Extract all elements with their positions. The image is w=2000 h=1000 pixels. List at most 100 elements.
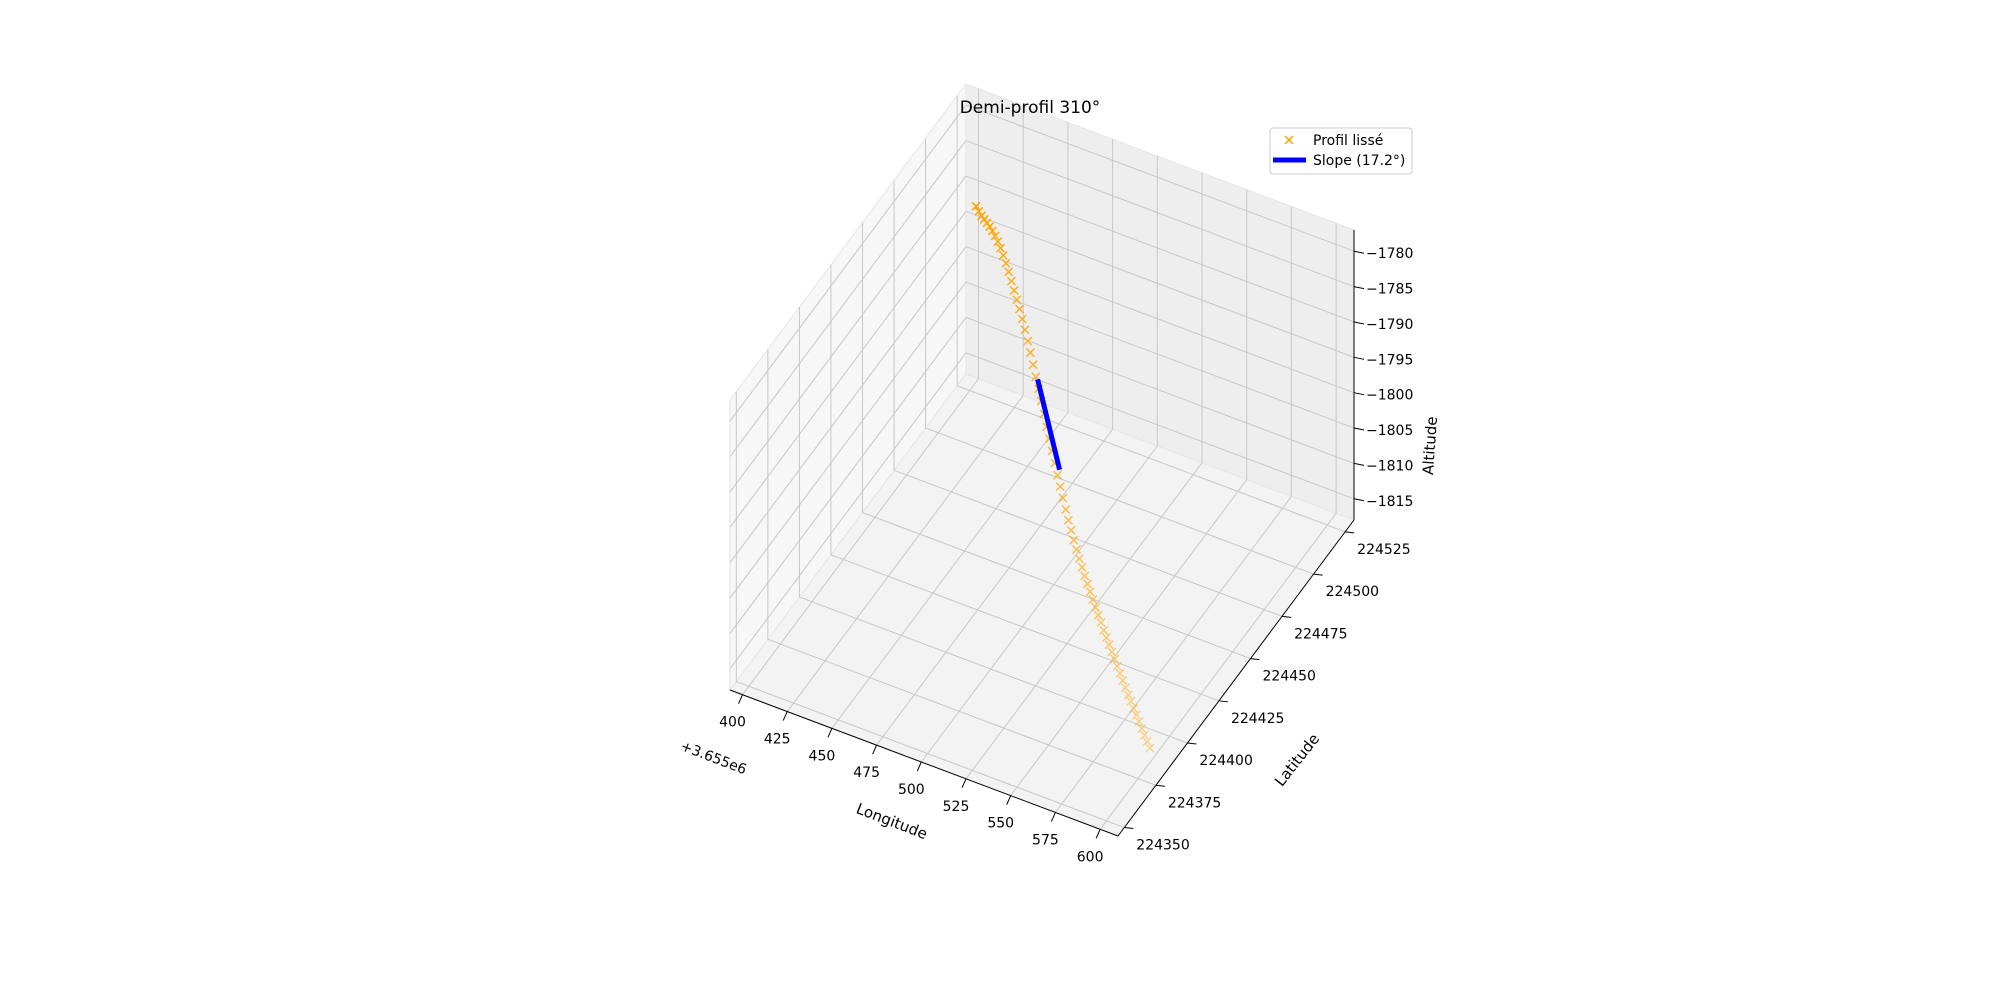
profil-point (1012, 295, 1022, 305)
grid-z-back (965, 281, 1355, 429)
z-tick (1353, 250, 1365, 254)
x-axis-label: Longitude (854, 800, 930, 844)
profil-point (1017, 314, 1027, 324)
x-tick-label: 575 (1032, 832, 1059, 848)
x-tick (961, 778, 967, 789)
z-tick-label: −1805 (1366, 423, 1413, 439)
profil-point (1004, 267, 1014, 277)
x-tick (738, 694, 743, 704)
x-tick-label: 400 (719, 715, 746, 731)
profil-point (1023, 336, 1033, 346)
profil-point (1028, 360, 1038, 370)
grid-z-back (965, 104, 1355, 252)
grid-y-floor (830, 554, 1220, 702)
y-axis-label: Latitude (1271, 730, 1323, 790)
grid-z-back (965, 246, 1355, 394)
legend-label-slope: Slope (17.2°) (1313, 153, 1405, 169)
grid-y-floor (925, 427, 1314, 575)
y-tick (1187, 742, 1197, 745)
legend: Profil lissé Slope (17.2°) (1269, 127, 1413, 175)
z-tick-label: −1810 (1366, 458, 1413, 474)
z-tick-label: −1790 (1366, 317, 1413, 333)
z-tick (1353, 286, 1365, 290)
grid-z-left (729, 140, 967, 457)
grid-x-floor (876, 428, 1114, 746)
axes-panes (729, 82, 1355, 837)
z-tick (1353, 392, 1365, 396)
profil-point (1120, 683, 1130, 693)
y-axis-line (1117, 519, 1355, 837)
profil-point (1066, 525, 1076, 535)
y-tick (1155, 784, 1165, 787)
grid-y-floor (862, 512, 1251, 660)
y-tick (1345, 531, 1355, 534)
profil-point (1082, 579, 1092, 589)
grid-x-floor (1010, 479, 1248, 796)
grid-z-back (965, 316, 1355, 464)
z-tick-label: −1815 (1366, 494, 1413, 510)
profil-point (1131, 710, 1141, 720)
grid-y-floor (893, 469, 1283, 617)
x-tick (872, 744, 878, 755)
grid-z-left (729, 175, 967, 493)
profil-point (1118, 676, 1128, 686)
legend-label-profil-lisse: Profil lissé (1313, 133, 1383, 149)
profil-point (1145, 743, 1155, 753)
grid-x-floor (965, 462, 1203, 780)
profil-point (1077, 562, 1087, 572)
y-tick (1124, 827, 1134, 830)
profil-point (1139, 730, 1149, 740)
profil-point (971, 201, 981, 211)
grid-lines (729, 88, 1355, 830)
x-axis-line (729, 689, 1119, 837)
profil-point (996, 243, 1006, 253)
profil-point (1104, 640, 1114, 650)
profil-point (1107, 647, 1117, 657)
profil-point (1123, 690, 1133, 700)
profil-point (1058, 493, 1068, 503)
grid-x-floor (1099, 512, 1337, 830)
y-tick (1313, 573, 1323, 576)
x-tick (782, 711, 788, 721)
y-tick-label: 224400 (1199, 753, 1252, 769)
profil-point (1101, 633, 1111, 643)
profil-point (987, 226, 997, 236)
x-tick (1006, 795, 1012, 805)
y-tick (1250, 658, 1260, 661)
profil-point (1126, 696, 1136, 706)
series-slope (1035, 378, 1063, 471)
grid-x-floor (831, 412, 1069, 729)
profil-point (1053, 470, 1063, 480)
z-tick (1353, 498, 1365, 502)
profil-point (1001, 258, 1011, 268)
grid-y-floor (767, 638, 1157, 786)
profil-point (1110, 654, 1120, 664)
y-tick-label: 224500 (1326, 584, 1379, 600)
grid-y-floor (956, 385, 1346, 533)
profil-point (1080, 571, 1090, 581)
profil-point (1061, 504, 1071, 514)
y-tick-label: 224475 (1294, 626, 1347, 642)
profil-point (993, 237, 1003, 247)
profil-point (990, 231, 1000, 241)
profil-point (1006, 276, 1016, 286)
x-tick-label: 550 (987, 816, 1014, 832)
profil-point (1055, 482, 1065, 492)
profil-point (1137, 724, 1147, 734)
x-tick-label: 425 (764, 732, 791, 748)
z-tick-label: −1780 (1366, 246, 1413, 262)
x-tick-label: 500 (898, 782, 925, 798)
y-tick-label: 224350 (1136, 838, 1189, 854)
profil-point (974, 206, 984, 216)
grid-z-back (965, 352, 1355, 500)
profil-point (1072, 544, 1082, 554)
profil-point (1009, 285, 1019, 295)
profil-point (998, 250, 1008, 260)
profil-point (1134, 716, 1144, 727)
profil-point (1091, 602, 1101, 612)
y-tick-label: 224375 (1168, 795, 1221, 811)
x-tick (1050, 812, 1056, 822)
profil-point (1142, 737, 1152, 747)
z-tick-label: −1785 (1366, 282, 1413, 298)
